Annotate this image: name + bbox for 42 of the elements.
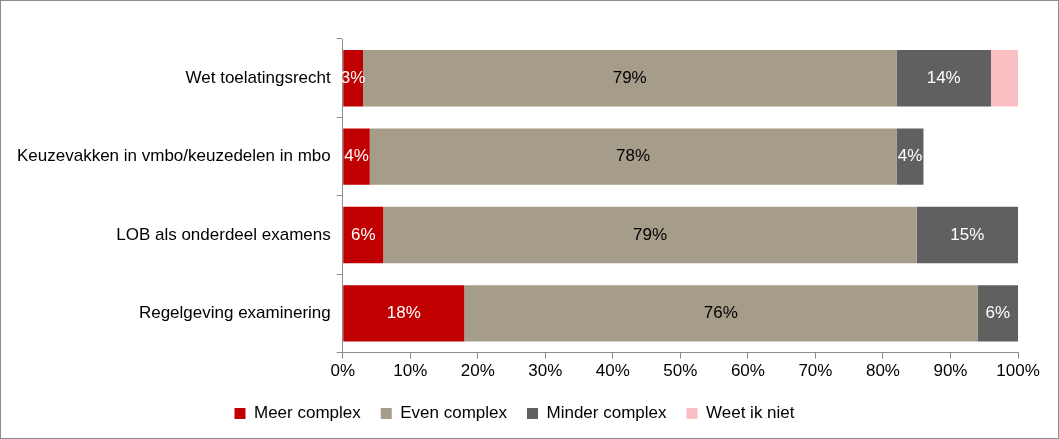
- bar: [464, 285, 978, 342]
- data-label: 78%: [616, 146, 651, 166]
- data-label: 15%: [950, 224, 985, 244]
- bar: [363, 49, 897, 107]
- x-tick-label: 100%: [996, 361, 1040, 381]
- data-label: 4%: [344, 146, 369, 166]
- bar: [896, 128, 924, 185]
- x-tick-label: 70%: [798, 361, 833, 381]
- data-label: 18%: [386, 303, 421, 323]
- data-label: 14%: [926, 67, 961, 87]
- x-tick-label: 10%: [393, 361, 428, 381]
- y-tick-label: LOB als onderdeel examens: [116, 224, 331, 244]
- y-tick-label: Regelgeving examinering: [138, 303, 331, 323]
- bar: [896, 49, 991, 107]
- data-label: 79%: [612, 67, 647, 87]
- x-tick-label: 80%: [865, 361, 900, 381]
- data-label: 4%: [897, 146, 923, 166]
- legend-label: Weet ik niet: [706, 403, 795, 423]
- x-tick-label: 90%: [933, 361, 968, 381]
- data-label: 76%: [703, 303, 738, 323]
- legend-label: Meer complex: [253, 403, 362, 423]
- data-label: 6%: [985, 303, 1011, 323]
- x-tick-label: 20%: [460, 361, 495, 381]
- bar: [990, 49, 1018, 107]
- legend-label: Minder complex: [546, 403, 668, 423]
- bar: [383, 206, 917, 264]
- bar: [977, 285, 1018, 342]
- y-tick-label: Keuzevakken in vmbo/keuzedelen in mbo: [16, 146, 331, 166]
- x-tick-label: 30%: [528, 361, 563, 381]
- bar: [369, 128, 897, 185]
- x-tick-label: 60%: [730, 361, 765, 381]
- bar: [343, 285, 465, 342]
- x-tick-label: 50%: [663, 361, 698, 381]
- data-label: 79%: [632, 224, 667, 244]
- bar: [343, 206, 384, 264]
- x-tick-label: 40%: [595, 361, 630, 381]
- y-tick-label: Wet toelatingsrecht: [185, 67, 332, 87]
- bar: [916, 206, 1018, 264]
- bar: [343, 128, 370, 185]
- data-label: 6%: [350, 224, 376, 244]
- legend-label: Even complex: [400, 403, 508, 423]
- x-tick-label: 0%: [330, 361, 356, 381]
